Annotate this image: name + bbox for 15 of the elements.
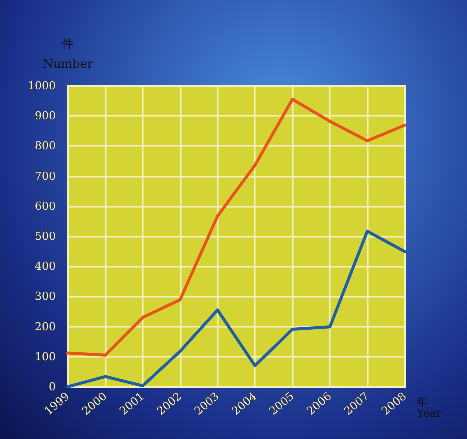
y-tick-label: 700	[35, 170, 56, 183]
y-tick-label: 900	[35, 110, 56, 123]
y-tick-label: 1000	[28, 80, 56, 92]
y-axis-title: 件 Number	[42, 37, 94, 71]
x-axis-title: 年 Year	[416, 396, 442, 420]
y-tick-label: 600	[35, 200, 56, 213]
y-tick-label: 300	[35, 290, 56, 304]
y-tick-label: 400	[35, 260, 56, 274]
y-tick-label: 100	[35, 350, 56, 364]
y-tick-label: 500	[35, 230, 56, 243]
line-series	[66, 230, 406, 388]
line-series	[66, 98, 406, 357]
y-tick-label: 0	[49, 380, 56, 394]
y-tick-label: 800	[35, 140, 56, 153]
y-tick-label: 200	[35, 320, 56, 334]
